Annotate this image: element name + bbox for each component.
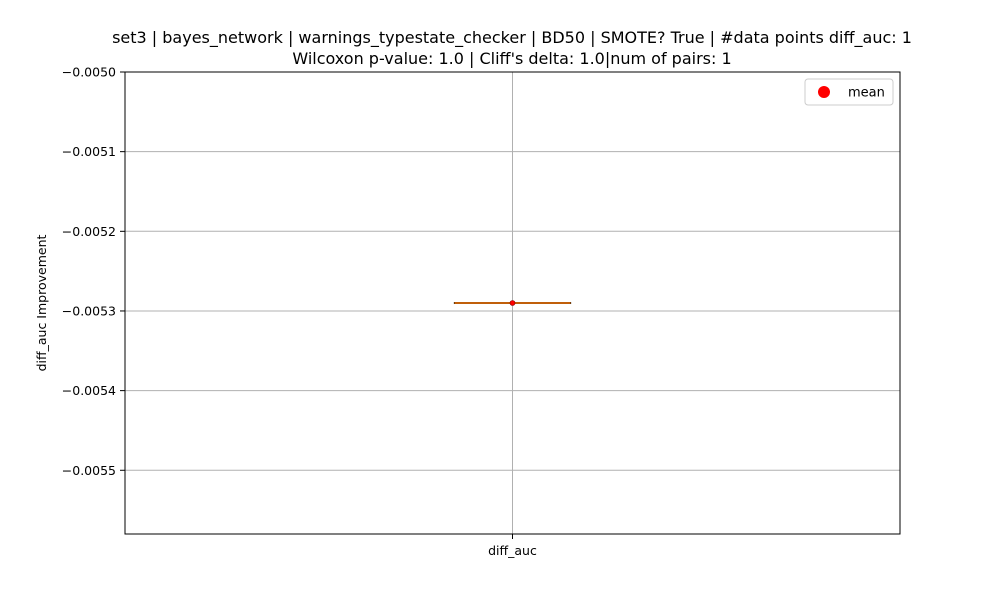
x-tick-label: diff_auc: [488, 543, 537, 558]
legend-box: [804, 78, 894, 106]
y-tick-label: −0.0054: [62, 383, 116, 398]
grid: [125, 71, 900, 534]
y-tick-label: −0.0055: [62, 463, 116, 478]
chart-title-line-2: Wilcoxon p-value: 1.0 | Cliff's delta: 1…: [292, 49, 731, 68]
mean-marker: [509, 300, 516, 306]
chart-title: set3 | bayes_network | warnings_typestat…: [112, 28, 912, 68]
legend: mean: [804, 78, 894, 106]
x-axis-ticks: diff_auc: [488, 534, 537, 558]
y-axis-label: diff_auc Improvement: [34, 235, 49, 372]
y-tick-label: −0.0052: [62, 224, 116, 239]
chart-title-line-1: set3 | bayes_network | warnings_typestat…: [112, 28, 912, 48]
y-tick-label: −0.0051: [62, 144, 116, 159]
legend-label: mean: [848, 86, 885, 101]
y-tick-label: −0.0053: [62, 303, 116, 318]
y-tick-label: −0.0050: [62, 65, 116, 80]
y-axis-ticks: −0.0050 −0.0051 −0.0052 −0.0053 −0.0054 −0.00…: [62, 65, 125, 478]
plot-area-frame: [124, 71, 901, 535]
box-plot: [453, 300, 572, 306]
legend-mean-marker: [818, 86, 830, 98]
